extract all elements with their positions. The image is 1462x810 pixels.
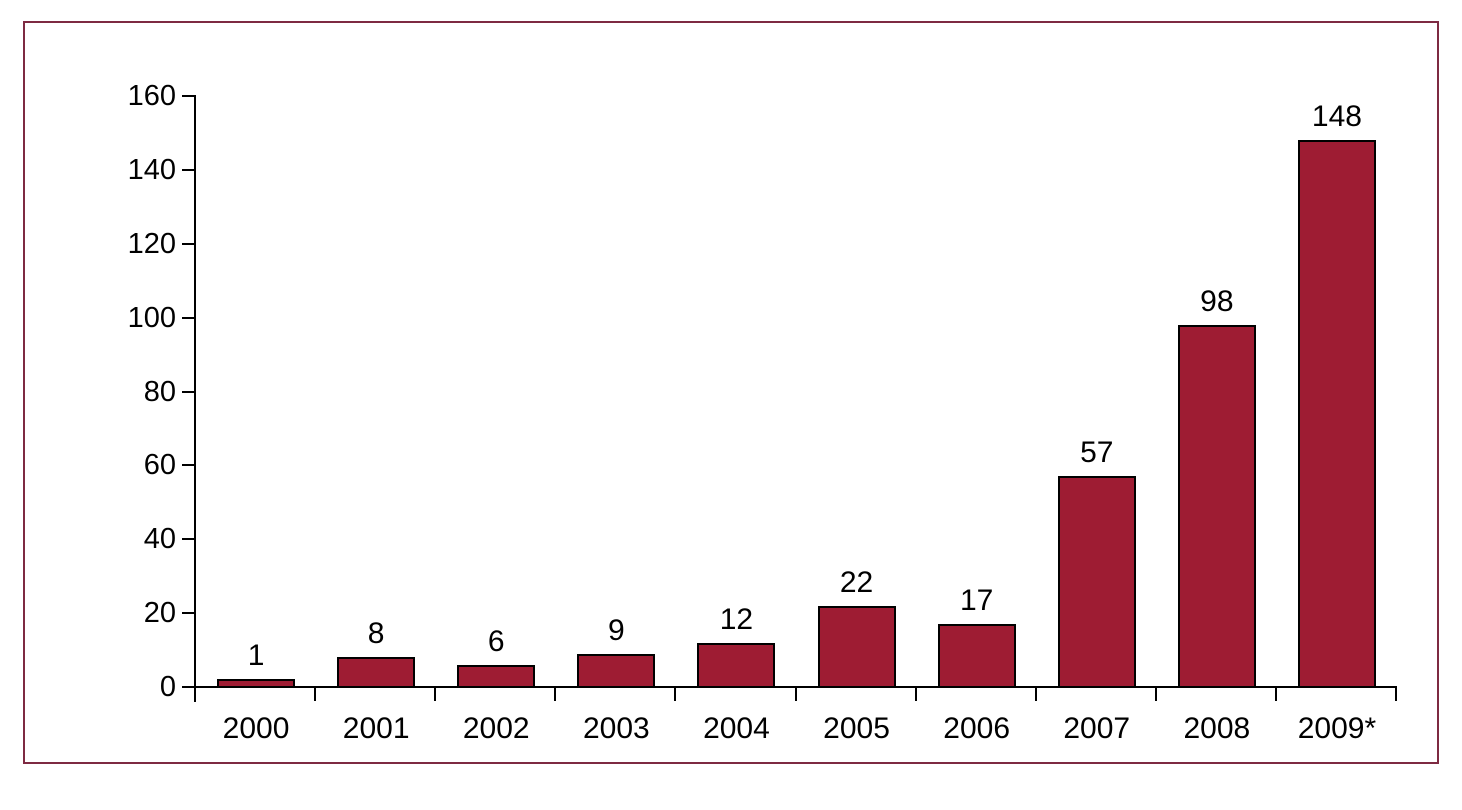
- y-tick: [182, 464, 194, 467]
- bar-value-label: 148: [1311, 100, 1362, 134]
- x-tick: [314, 688, 317, 701]
- bar: [577, 653, 656, 688]
- x-tick: [554, 688, 557, 701]
- bar-value-label: 6: [487, 624, 505, 658]
- y-tick: [182, 612, 194, 615]
- x-category-label: 2000: [222, 712, 290, 745]
- y-tick-label: 140: [127, 153, 176, 186]
- bar: [1297, 140, 1376, 688]
- bar-value-label: 1: [247, 639, 265, 672]
- y-tick: [182, 168, 194, 171]
- x-tick: [794, 688, 797, 701]
- y-tick-label: 160: [127, 80, 176, 112]
- bar: [1177, 325, 1256, 688]
- y-tick: [182, 390, 194, 393]
- bar-value-label: 17: [959, 584, 994, 618]
- y-tick: [182, 95, 194, 97]
- y-tick: [182, 686, 194, 688]
- bar-value-label: 8: [367, 617, 385, 651]
- y-tick-label: 80: [143, 375, 176, 408]
- x-tick: [1034, 688, 1037, 701]
- chart-frame: 0 20 40 60 80 100 120 140 160 1 8 6 9 12 22 17 57 98 148 …: [23, 21, 1439, 764]
- x-category-label: 2005: [823, 712, 890, 745]
- bar-value-label: 22: [839, 565, 874, 599]
- bar: [217, 679, 296, 688]
- bar-value-label: 9: [608, 613, 625, 647]
- bar-value-label: 12: [719, 602, 754, 636]
- bar: [457, 664, 536, 688]
- bar-value-label: 98: [1200, 285, 1234, 318]
- x-tick: [914, 688, 917, 701]
- bar-value-label: 57: [1080, 436, 1114, 470]
- x-category-label: 2006: [943, 712, 1011, 745]
- y-tick: [182, 242, 194, 245]
- bar: [1057, 476, 1136, 688]
- x-axis-line: [194, 686, 1397, 688]
- x-category-label: 2002: [462, 712, 530, 745]
- y-axis-line: [194, 95, 196, 702]
- x-category-label: 2007: [1063, 712, 1131, 745]
- x-tick: [1395, 688, 1397, 701]
- y-tick-label: 120: [127, 227, 176, 260]
- bar: [697, 642, 776, 688]
- y-tick-label: 60: [143, 449, 176, 482]
- y-tick-label: 20: [143, 597, 176, 630]
- x-category-label: 2009*: [1297, 712, 1377, 745]
- x-category-label: 2008: [1183, 712, 1251, 745]
- x-tick: [434, 688, 437, 701]
- x-category-label: 2004: [703, 712, 770, 745]
- y-tick-label: 100: [127, 301, 176, 334]
- y-tick: [182, 316, 194, 319]
- y-tick-label: 0: [159, 671, 176, 703]
- bar: [337, 657, 416, 688]
- bar: [937, 624, 1016, 688]
- x-tick: [1274, 688, 1277, 701]
- x-tick: [1154, 688, 1157, 701]
- y-tick: [182, 538, 194, 541]
- x-tick: [674, 688, 677, 701]
- plot-area: 0 20 40 60 80 100 120 140 160 1 8 6 9 12 22 17 57 98 148 …: [25, 23, 1462, 810]
- x-category-label: 2001: [342, 712, 410, 745]
- bar: [817, 605, 896, 688]
- x-category-label: 2003: [582, 712, 650, 745]
- y-tick-label: 40: [143, 523, 176, 556]
